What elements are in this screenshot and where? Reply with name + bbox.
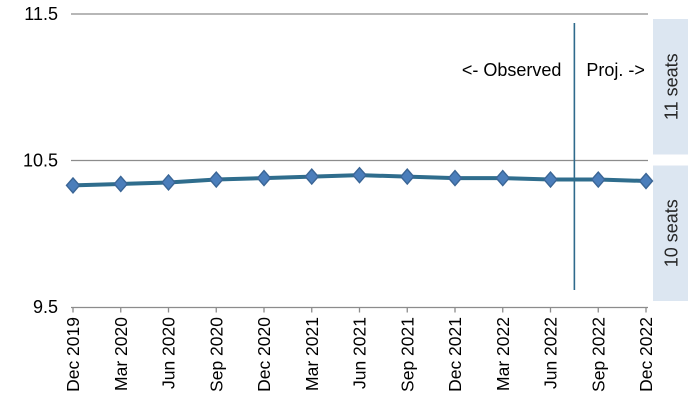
data-point-marker-11: [590, 170, 606, 189]
projected-label: Proj. ->: [586, 60, 645, 80]
y-tick-label-2: 9.5: [33, 297, 58, 317]
data-point-marker-10: [543, 170, 558, 189]
x-tick-label-6: Jun 2021: [350, 317, 370, 389]
x-tick-label-10: Jun 2022: [541, 317, 561, 389]
x-tick-label-3: Sep 2020: [206, 317, 226, 392]
seat-band-1: [653, 165, 688, 301]
x-tick-label-12: Dec 2022: [636, 317, 656, 392]
observed-label: <- Observed: [462, 60, 562, 80]
x-tick-label-7: Sep 2021: [397, 317, 417, 392]
data-point-marker-5: [304, 168, 320, 186]
data-point-marker-6: [352, 166, 367, 184]
x-tick-label-0: Dec 2019: [63, 317, 83, 392]
x-tick-label-8: Dec 2021: [445, 317, 465, 392]
data-point-marker-3: [208, 170, 224, 189]
x-tick-label-4: Dec 2020: [254, 317, 274, 392]
y-tick-label-0: 11.5: [24, 4, 58, 24]
data-point-marker-9: [495, 169, 511, 187]
x-tick-label-11: Sep 2022: [588, 317, 608, 392]
data-point-marker-1: [113, 175, 129, 193]
x-tick-label-2: Jun 2020: [159, 317, 179, 389]
seat-band-label-1: 10 seats: [662, 199, 682, 267]
seat-band-label-0: 11 seats: [662, 53, 682, 120]
data-point-marker-12: [638, 172, 654, 190]
data-point-marker-4: [256, 169, 272, 187]
data-point-marker-8: [447, 169, 463, 187]
y-tick-label-1: 10.5: [23, 151, 58, 171]
data-point-marker-0: [65, 176, 81, 194]
data-point-marker-7: [399, 168, 415, 186]
data-point-marker-2: [161, 173, 176, 192]
x-tick-label-5: Mar 2021: [302, 317, 322, 391]
x-tick-label-9: Mar 2022: [493, 317, 513, 391]
x-tick-label-1: Mar 2020: [111, 317, 131, 391]
seat-band-0: [653, 19, 688, 155]
